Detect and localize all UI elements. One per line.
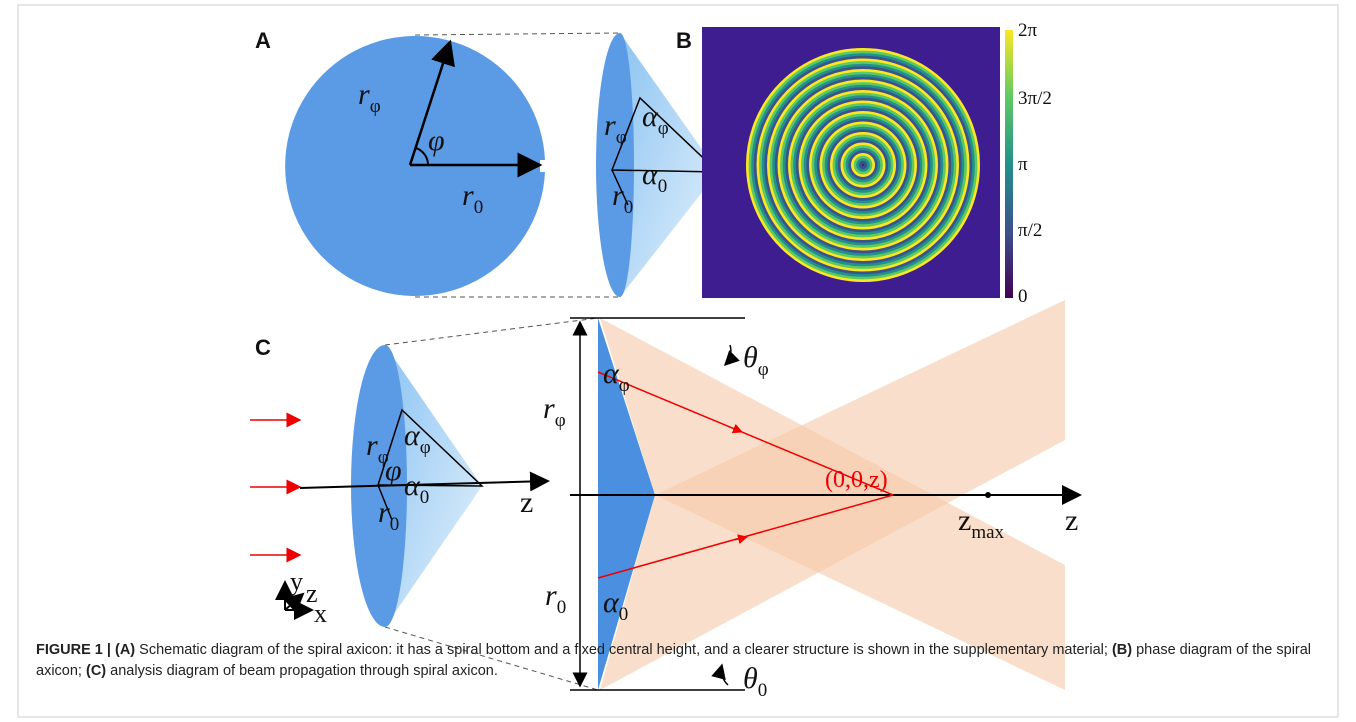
figure-art: A rφ φ r0 rφ αφ α0 r0 B 2π 3π/2 π π/2 0 … — [0, 0, 1356, 722]
axis-letter: x — [314, 599, 327, 628]
cone-base — [596, 33, 634, 297]
panel-label: A — [255, 28, 271, 53]
zmax-point — [985, 492, 991, 498]
caption-text: analysis diagram of beam propagation thr… — [106, 663, 498, 679]
caption-text: Schematic diagram of the spiral axicon: … — [135, 642, 1112, 658]
panel-label: B — [676, 28, 692, 53]
math-label: φ — [385, 454, 402, 487]
focus-label: (0,0,z) — [825, 467, 888, 493]
figure: A rφ φ r0 rφ αφ α0 r0 B 2π 3π/2 π π/2 0 … — [0, 0, 1356, 722]
colorbar-label: π — [1018, 154, 1028, 175]
panel-label: C — [255, 335, 271, 360]
math-label: rφ — [543, 392, 566, 431]
axis-letter: y — [290, 567, 303, 596]
caption: FIGURE 1 | (A) Schematic diagram of the … — [36, 640, 1326, 682]
caption-text: (B) — [1112, 642, 1132, 658]
math-label: z — [1065, 504, 1078, 537]
dash — [385, 318, 598, 345]
colorbar-label: 3π/2 — [1018, 88, 1052, 109]
math-label: φ — [428, 124, 445, 157]
colorbar-label: 2π — [1018, 20, 1038, 41]
math-label: r0 — [545, 579, 566, 618]
colorbar — [1005, 30, 1013, 298]
dash — [415, 33, 620, 35]
colorbar-label: 0 — [1018, 286, 1028, 307]
angle-arc — [725, 345, 731, 365]
colorbar-label: π/2 — [1018, 220, 1042, 241]
math-label: θφ — [743, 341, 769, 380]
caption-text: FIGURE 1 | (A) — [36, 642, 135, 658]
math-label: z — [520, 486, 533, 519]
caption-text: (C) — [86, 663, 106, 679]
incident-rays — [250, 420, 300, 555]
